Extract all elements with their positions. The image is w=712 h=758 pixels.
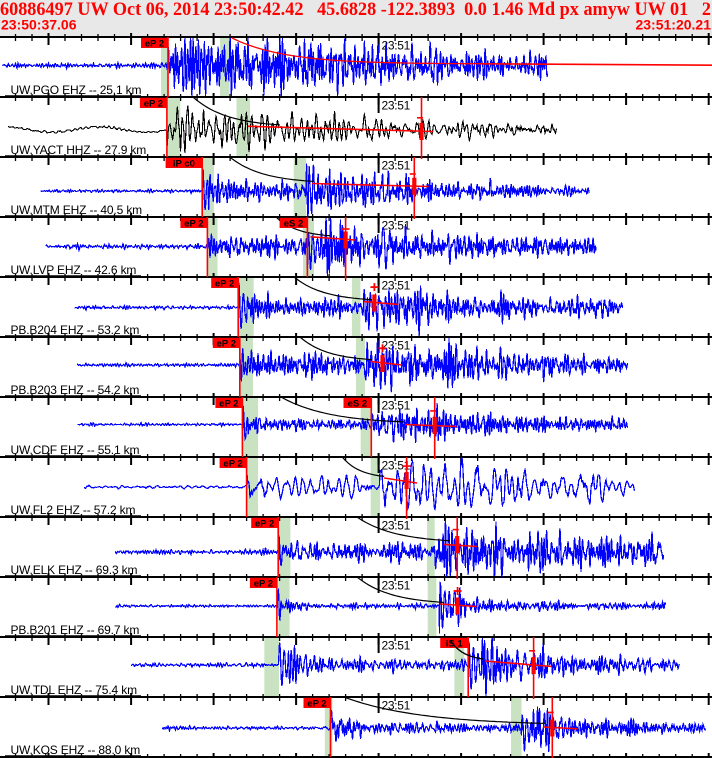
svg-text:23:51: 23:51 (382, 39, 411, 53)
svg-text:23:51:20.21: 23:51:20.21 (635, 17, 711, 33)
svg-text:eP 2: eP 2 (307, 699, 326, 710)
svg-text:UW.KQS EHZ -- 88.0 km: UW.KQS EHZ -- 88.0 km (11, 743, 141, 757)
svg-text:iP c0: iP c0 (173, 159, 195, 170)
svg-text:eP 2: eP 2 (144, 99, 163, 110)
svg-text:PB.B204 EHZ -- 53.2 km: PB.B204 EHZ -- 53.2 km (11, 323, 140, 337)
svg-text:eP 2: eP 2 (215, 279, 234, 290)
svg-text:eP 2: eP 2 (184, 219, 203, 230)
svg-text:UW.TDL EHZ -- 75.4 km: UW.TDL EHZ -- 75.4 km (11, 683, 138, 697)
svg-text:UW.LVP EHZ -- 42.6 km: UW.LVP EHZ -- 42.6 km (11, 263, 137, 277)
svg-text:23:51: 23:51 (382, 639, 411, 653)
svg-text:23:51: 23:51 (382, 459, 411, 473)
svg-text:UW.FL2 EHZ -- 57.2 km: UW.FL2 EHZ -- 57.2 km (11, 503, 136, 517)
svg-text:eP 2: eP 2 (255, 519, 274, 530)
svg-text:UW.MTM EHZ -- 40.5 km: UW.MTM EHZ -- 40.5 km (11, 203, 143, 217)
svg-text:60886497 UW Oct 06, 2014 23:50: 60886497 UW Oct 06, 2014 23:50:42.42 45.… (0, 0, 711, 20)
svg-text:23:51: 23:51 (382, 519, 411, 533)
svg-text:eP 2: eP 2 (254, 579, 273, 590)
svg-text:UW.ELK EHZ -- 69.3 km: UW.ELK EHZ -- 69.3 km (11, 563, 138, 577)
svg-text:23:51: 23:51 (382, 219, 411, 233)
svg-text:UW.YACT HHZ -- 27.9 km: UW.YACT HHZ -- 27.9 km (11, 143, 147, 157)
svg-text:eP 2: eP 2 (217, 339, 236, 350)
svg-text:eP 2: eP 2 (223, 459, 242, 470)
svg-text:PB.B201 EHZ -- 69.7 km: PB.B201 EHZ -- 69.7 km (11, 623, 140, 637)
svg-text:eS 2: eS 2 (348, 399, 368, 410)
svg-text:eP 2: eP 2 (219, 399, 238, 410)
svg-text:UW.PGO EHZ -- 25.1 km: UW.PGO EHZ -- 25.1 km (11, 83, 142, 97)
svg-text:23:51: 23:51 (382, 399, 411, 413)
svg-text:UW.CDF EHZ -- 55.1 km: UW.CDF EHZ -- 55.1 km (11, 443, 140, 457)
svg-text:eP 2: eP 2 (145, 39, 164, 50)
svg-text:23:51: 23:51 (382, 99, 411, 113)
svg-text:23:51: 23:51 (382, 159, 411, 173)
svg-text:23:51: 23:51 (382, 579, 411, 593)
svg-text:23:51: 23:51 (382, 279, 411, 293)
svg-text:iS 1: iS 1 (446, 639, 464, 650)
svg-text:eS 2: eS 2 (284, 219, 304, 230)
svg-text:23:51: 23:51 (382, 339, 411, 353)
svg-text:PB.B203 EHZ -- 54.2 km: PB.B203 EHZ -- 54.2 km (11, 383, 140, 397)
svg-text:23:51: 23:51 (382, 699, 411, 713)
svg-text:23:50:37.06: 23:50:37.06 (1, 17, 77, 33)
